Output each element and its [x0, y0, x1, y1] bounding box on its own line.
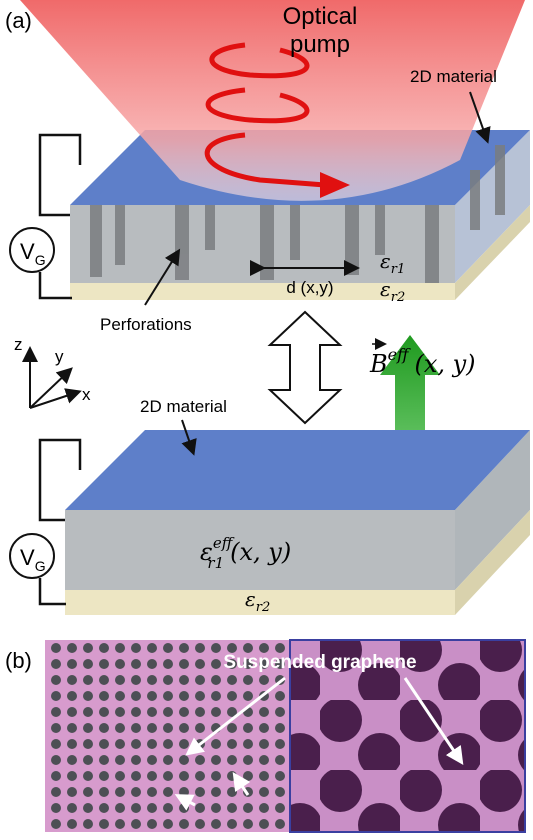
perforations-label: Perforations	[100, 315, 192, 334]
text: pump	[290, 31, 350, 58]
spacing-label: d (x,y)	[286, 278, 333, 297]
text: G	[35, 558, 46, 574]
panel-label: (b)	[5, 648, 32, 673]
text: V	[20, 239, 35, 264]
field-label: Beff(x, y)	[369, 345, 476, 378]
material-label: 2D material	[140, 397, 227, 416]
text: r2	[391, 290, 406, 305]
material-label: 2D material	[410, 67, 497, 86]
wire	[40, 578, 66, 604]
text: r1	[207, 554, 224, 572]
text: eff	[388, 345, 411, 364]
axis-z: z	[14, 335, 23, 354]
figure: (a) Opticalpump 2D material VG εr1 εr2 d…	[0, 0, 533, 835]
caption: Suspended graphene	[223, 652, 416, 673]
wire	[40, 272, 72, 298]
panel-label: (a)	[5, 8, 32, 33]
text: V	[20, 545, 35, 570]
text: ε	[380, 277, 391, 301]
axis-y: y	[55, 347, 64, 366]
axis-x: x	[82, 385, 91, 404]
text: ε	[245, 587, 256, 611]
text: r2	[256, 600, 271, 615]
text: (x, y)	[414, 350, 475, 378]
double-arrow	[270, 312, 340, 423]
text: G	[35, 252, 46, 268]
bottom-slab	[65, 430, 530, 615]
axes	[30, 350, 78, 408]
text: B	[369, 350, 388, 378]
text: Optical	[283, 3, 358, 30]
text: (x, y)	[230, 538, 291, 566]
text: ε	[380, 249, 391, 273]
text: r1	[391, 262, 406, 277]
